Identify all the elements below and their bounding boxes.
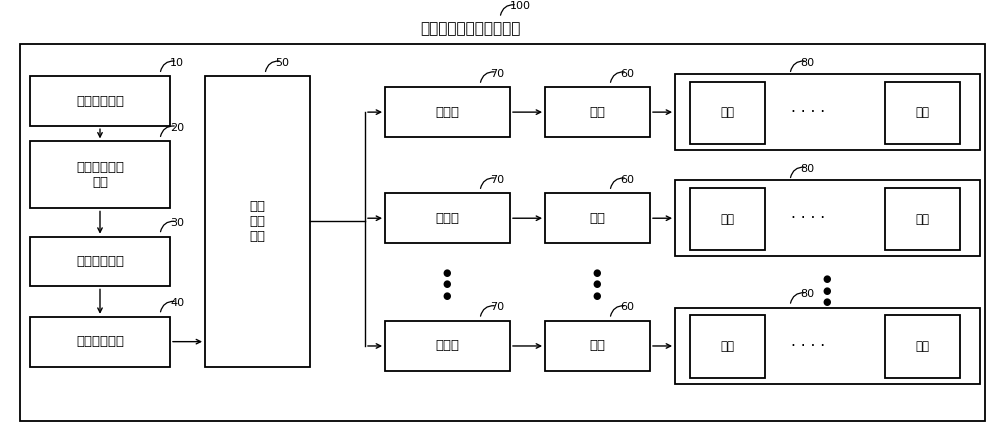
Text: 40: 40 [170, 298, 184, 308]
Bar [690, 81, 765, 145]
Bar [30, 76, 170, 126]
Text: · · · ·: · · · · [791, 339, 825, 354]
Text: 内核: 内核 [916, 106, 930, 120]
Text: 70: 70 [490, 175, 504, 185]
Text: 内核: 内核 [720, 340, 734, 353]
Bar [690, 315, 765, 378]
Text: 内核: 内核 [590, 106, 606, 119]
Bar [30, 317, 170, 367]
Text: ●
●
●: ● ● ● [443, 268, 451, 301]
Text: 70: 70 [490, 69, 504, 78]
Text: 20: 20 [170, 123, 184, 133]
Bar [30, 237, 170, 286]
Bar [885, 81, 960, 145]
Text: 70: 70 [490, 302, 504, 312]
Bar [385, 321, 510, 371]
Text: 100: 100 [510, 1, 531, 11]
Text: 频率调整模块: 频率调整模块 [76, 255, 124, 268]
Text: 锁相环: 锁相环 [436, 106, 460, 119]
Text: 计算性能分析
模块: 计算性能分析 模块 [76, 161, 124, 189]
Text: 60: 60 [620, 302, 634, 312]
Bar [20, 44, 985, 420]
Text: ●
●
●: ● ● ● [823, 274, 831, 307]
Text: · · · ·: · · · · [791, 105, 825, 120]
Text: ●
●
●: ● ● ● [593, 268, 601, 301]
Text: 内核: 内核 [720, 212, 734, 226]
Bar [385, 193, 510, 243]
Bar [675, 74, 980, 150]
Text: 内核: 内核 [916, 212, 930, 226]
Bar [30, 141, 170, 208]
Text: 50: 50 [275, 58, 289, 68]
Text: 内核: 内核 [590, 212, 606, 225]
Text: 内核: 内核 [720, 106, 734, 120]
Bar [545, 87, 650, 137]
Bar [545, 193, 650, 243]
Text: 10: 10 [170, 58, 184, 68]
Text: 80: 80 [800, 58, 814, 68]
Bar [385, 87, 510, 137]
Text: · · · ·: · · · · [791, 211, 825, 226]
Text: 60: 60 [620, 69, 634, 78]
Text: 频点统计模块: 频点统计模块 [76, 335, 124, 348]
Text: 计算设备的芯片调频装置: 计算设备的芯片调频装置 [420, 21, 520, 36]
Bar [545, 321, 650, 371]
Text: 频点设置模块: 频点设置模块 [76, 95, 124, 108]
Text: 60: 60 [620, 175, 634, 185]
Bar [675, 308, 980, 384]
Bar [885, 188, 960, 251]
Bar [675, 180, 980, 256]
Text: 80: 80 [800, 164, 814, 174]
Text: 锁相环: 锁相环 [436, 339, 460, 353]
Text: 80: 80 [800, 290, 814, 300]
Text: 锁相环: 锁相环 [436, 212, 460, 225]
Text: 30: 30 [170, 218, 184, 228]
Bar [690, 188, 765, 251]
Text: 频点
调整
模块: 频点 调整 模块 [250, 200, 266, 243]
Text: 内核: 内核 [916, 340, 930, 353]
Bar [205, 76, 310, 367]
Bar [885, 315, 960, 378]
Text: 内核: 内核 [590, 339, 606, 353]
